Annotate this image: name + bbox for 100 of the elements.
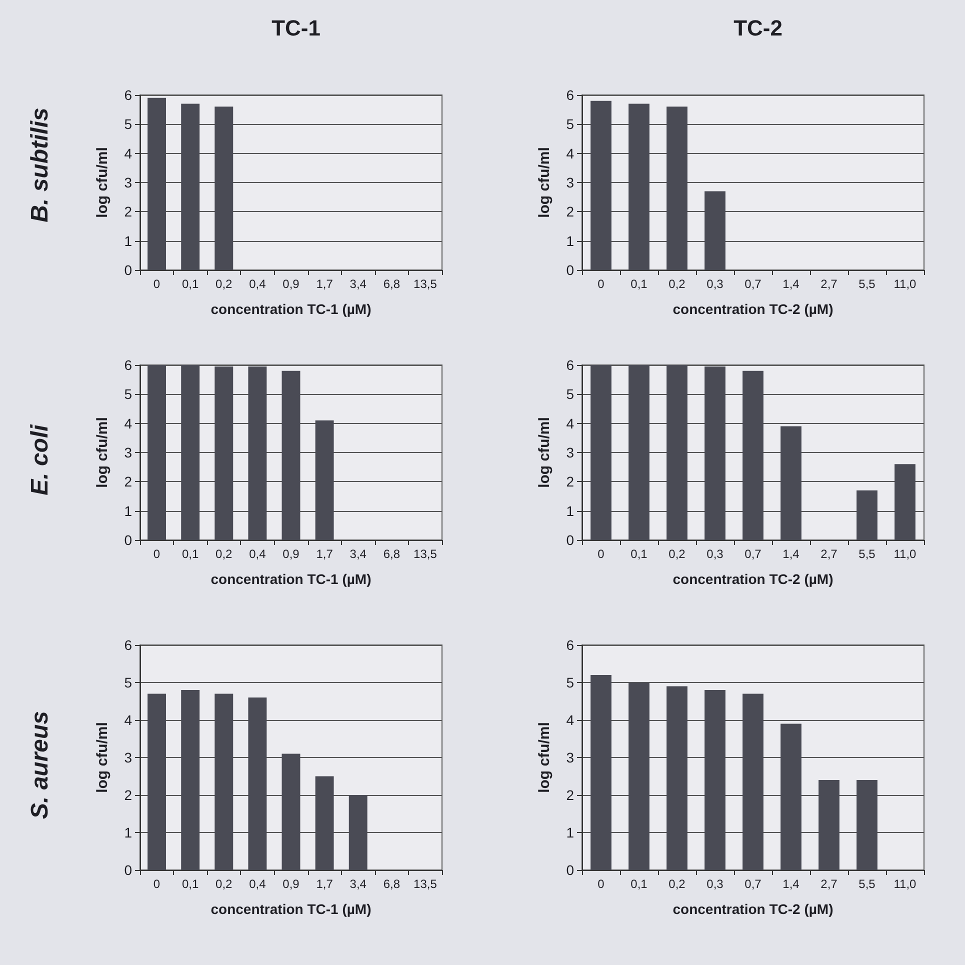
x-tick-label: 0,3 bbox=[706, 277, 724, 291]
y-tick-label: 0 bbox=[566, 262, 574, 278]
y-tick-label: 0 bbox=[124, 862, 132, 878]
y-tick-label: 4 bbox=[566, 712, 574, 728]
x-tick-label: 2,7 bbox=[820, 547, 838, 561]
y-tick-label: 1 bbox=[124, 502, 132, 519]
x-tick-label: 0,7 bbox=[744, 277, 762, 291]
x-tick-label: 0,1 bbox=[182, 547, 199, 561]
x-tick-label: 3,4 bbox=[350, 547, 367, 561]
y-axis-title: log cfu/ml bbox=[536, 722, 553, 793]
y-tick-label: 4 bbox=[124, 712, 132, 728]
y-tick-label: 6 bbox=[124, 357, 132, 373]
x-tick-label: 0,7 bbox=[744, 547, 762, 561]
x-axis-title: concentration TC-1 (µM) bbox=[210, 571, 372, 587]
y-tick-label: 6 bbox=[124, 637, 132, 653]
x-tick-label: 0 bbox=[598, 877, 605, 891]
y-tick-label: 6 bbox=[566, 637, 574, 653]
x-tick-label: 0,1 bbox=[182, 877, 199, 891]
x-tick-label: 0 bbox=[153, 877, 160, 891]
x-tick-label: 3,4 bbox=[350, 877, 367, 891]
x-tick-label: 11,0 bbox=[894, 547, 917, 561]
y-tick-label: 0 bbox=[124, 262, 132, 278]
x-tick-label: 13,5 bbox=[414, 547, 438, 561]
y-tick-label: 2 bbox=[124, 204, 132, 220]
x-tick-label: 0 bbox=[153, 277, 160, 291]
y-tick-label: 3 bbox=[124, 444, 132, 460]
x-tick-label: 0,2 bbox=[668, 547, 686, 561]
y-tick-label: 3 bbox=[566, 750, 574, 766]
y-tick-label: 6 bbox=[124, 87, 132, 103]
x-tick-label: 0 bbox=[153, 547, 160, 561]
x-tick-label: 13,5 bbox=[414, 877, 438, 891]
x-tick-label: 6,8 bbox=[383, 277, 400, 291]
x-tick-label: 0,4 bbox=[249, 877, 266, 891]
x-tick-label: 0,4 bbox=[249, 277, 266, 291]
x-axis-title: concentration TC-2 (µM) bbox=[672, 901, 834, 917]
x-tick-label: 1,4 bbox=[782, 547, 800, 561]
y-tick-label: 6 bbox=[566, 357, 574, 373]
x-axis-title: concentration TC-1 (µM) bbox=[210, 901, 372, 917]
x-axis-title: concentration TC-2 (µM) bbox=[672, 301, 834, 317]
y-tick-label: 1 bbox=[566, 502, 574, 519]
x-tick-label: 1,7 bbox=[316, 877, 334, 891]
x-tick-label: 0,2 bbox=[668, 277, 686, 291]
x-tick-label: 0,2 bbox=[216, 547, 233, 561]
y-tick-label: 4 bbox=[124, 145, 132, 162]
x-axis-title: concentration TC-2 (µM) bbox=[672, 571, 834, 587]
x-tick-label: 1,4 bbox=[782, 877, 800, 891]
x-tick-label: 0,9 bbox=[282, 547, 300, 561]
y-axis-title: log cfu/ml bbox=[536, 147, 553, 218]
y-tick-label: 2 bbox=[566, 787, 574, 803]
x-tick-label: 0,1 bbox=[630, 277, 648, 291]
x-axis-title: concentration TC-1 (µM) bbox=[210, 301, 372, 317]
x-tick-label: 2,7 bbox=[820, 877, 838, 891]
y-tick-label: 4 bbox=[566, 145, 574, 162]
y-tick-label: 5 bbox=[124, 386, 132, 402]
text: B. subtilis bbox=[26, 108, 54, 222]
y-tick-label: 5 bbox=[566, 386, 574, 402]
y-tick-label: 5 bbox=[566, 116, 574, 132]
y-tick-label: 0 bbox=[566, 532, 574, 548]
y-tick-label: 1 bbox=[124, 824, 132, 840]
x-tick-label: 1,7 bbox=[316, 547, 334, 561]
y-tick-label: 3 bbox=[566, 174, 574, 190]
y-tick-label: 5 bbox=[566, 674, 574, 690]
text: S. aureus bbox=[26, 710, 54, 820]
x-tick-label: 6,8 bbox=[383, 547, 400, 561]
x-tick-label: 5,5 bbox=[858, 877, 876, 891]
y-axis-title: log cfu/ml bbox=[94, 147, 111, 218]
y-tick-label: 2 bbox=[566, 474, 574, 490]
x-tick-label: 0 bbox=[598, 547, 605, 561]
y-tick-label: 0 bbox=[124, 532, 132, 548]
y-tick-label: 1 bbox=[124, 232, 132, 249]
x-tick-label: 0,4 bbox=[249, 547, 266, 561]
chart-title: TC-1 bbox=[272, 16, 320, 40]
y-tick-label: 2 bbox=[124, 474, 132, 490]
x-tick-label: 0,2 bbox=[216, 877, 233, 891]
x-tick-label: 2,7 bbox=[820, 277, 838, 291]
x-tick-label: 0,3 bbox=[706, 547, 724, 561]
x-tick-label: 0,1 bbox=[630, 877, 648, 891]
y-tick-label: 3 bbox=[124, 750, 132, 766]
x-tick-label: 0,7 bbox=[744, 877, 762, 891]
y-tick-label: 3 bbox=[566, 444, 574, 460]
x-tick-label: 6,8 bbox=[383, 877, 400, 891]
y-tick-label: 3 bbox=[124, 174, 132, 190]
y-tick-label: 4 bbox=[566, 415, 574, 432]
x-tick-label: 0,9 bbox=[282, 877, 300, 891]
x-tick-label: 0,9 bbox=[282, 277, 300, 291]
y-axis-title: log cfu/ml bbox=[536, 417, 553, 488]
y-tick-label: 6 bbox=[566, 87, 574, 103]
chart-title: TC-2 bbox=[734, 16, 782, 40]
x-tick-label: 3,4 bbox=[350, 277, 367, 291]
x-tick-label: 1,7 bbox=[316, 277, 334, 291]
x-tick-label: 5,5 bbox=[858, 277, 876, 291]
x-tick-label: 0,3 bbox=[706, 877, 724, 891]
x-tick-label: 1,4 bbox=[782, 277, 800, 291]
y-tick-label: 4 bbox=[124, 415, 132, 432]
x-tick-label: 0,2 bbox=[668, 877, 686, 891]
x-tick-label: 5,5 bbox=[858, 547, 876, 561]
x-tick-label: 0,2 bbox=[216, 277, 233, 291]
y-tick-label: 2 bbox=[124, 787, 132, 803]
y-axis-title: log cfu/ml bbox=[94, 417, 111, 488]
y-tick-label: 1 bbox=[566, 232, 574, 249]
